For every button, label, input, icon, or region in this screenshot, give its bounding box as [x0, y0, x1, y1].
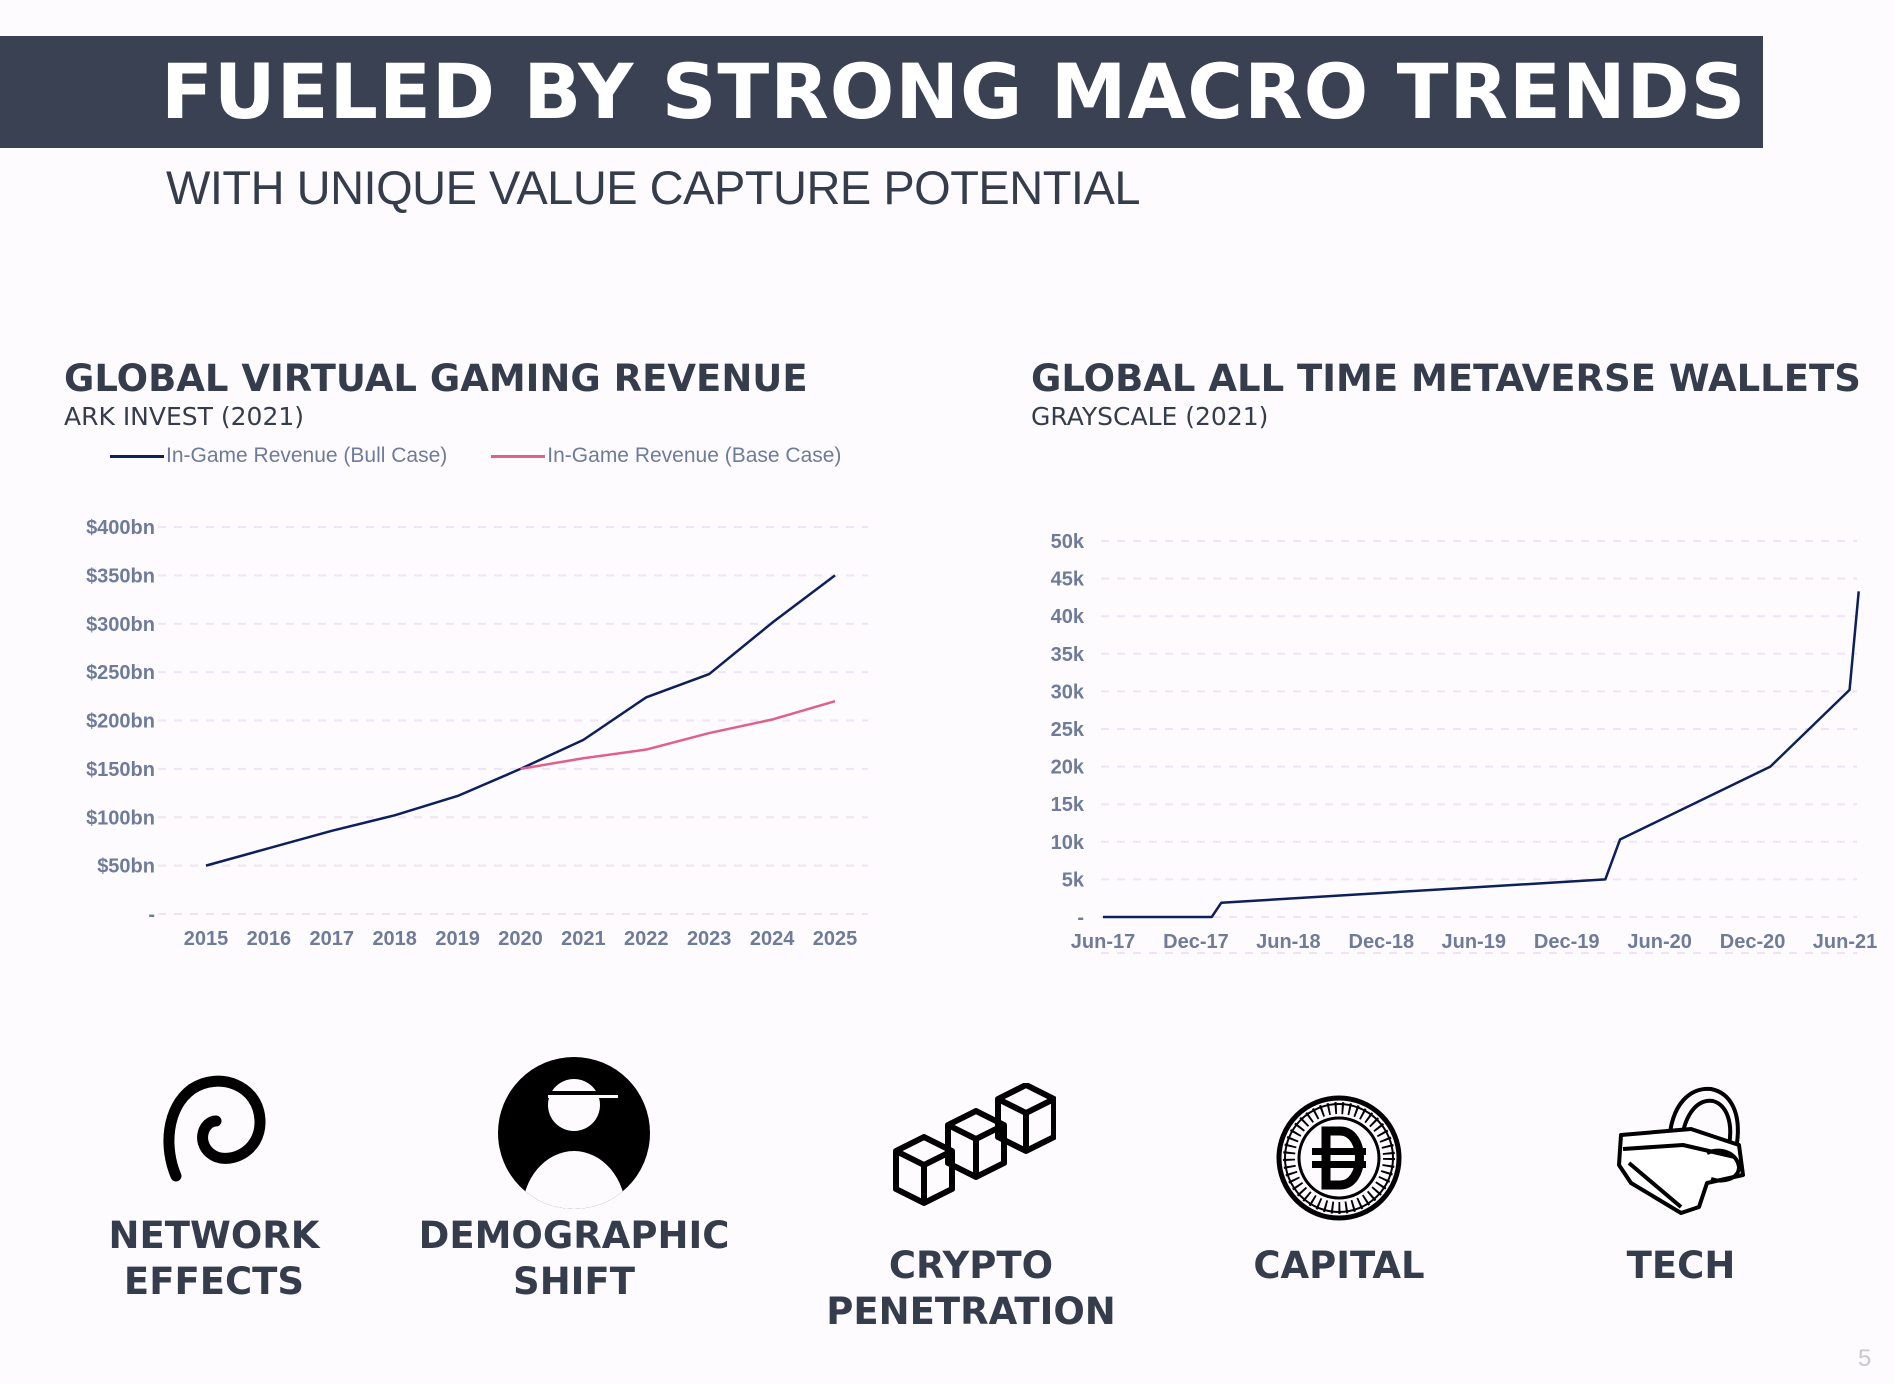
y-tick-label: 5k [1062, 869, 1085, 891]
page-subtitle: WITH UNIQUE VALUE CAPTURE POTENTIAL [166, 161, 1140, 214]
legend-swatch-base [491, 454, 546, 458]
header-bar [0, 36, 1763, 148]
trend-label: CRYPTO PENETRATION [801, 1243, 1141, 1335]
trend-label: CAPITAL [1169, 1243, 1509, 1289]
gaming-revenue-chart: - $50bn $100bn $150bn $200bn $250bn $300bn $350… [86, 517, 868, 950]
x-tick-label: Dec-19 [1534, 931, 1600, 953]
y-tick-label: 25k [1051, 719, 1085, 741]
chart-source-gaming-revenue: ARK INVEST (2021) [64, 402, 305, 431]
page-title: FUELED BY STRONG MACRO TRENDS [161, 47, 1747, 136]
metaverse-wallets-chart: - 5k 10k 15k 20k 25k 30k 35k 40k 45k 50k Jun-17 Dec-… [1051, 531, 1877, 954]
trend-label-line1: CAPITAL [1253, 1244, 1425, 1287]
trend-label-line1: CRYPTO [888, 1244, 1054, 1287]
trend-tech: TECH [1511, 1083, 1851, 1287]
chart-source-metaverse-wallets: GRAYSCALE (2021) [1031, 402, 1269, 431]
spiral-icon [163, 1075, 266, 1182]
series-line-wallets [1103, 591, 1860, 919]
x-tick-label: Dec-17 [1163, 931, 1229, 953]
page-number: 5 [1858, 1345, 1872, 1372]
trend-label-line2: EFFECTS [123, 1260, 305, 1303]
blockchain-cubes-icon [893, 1082, 1057, 1206]
trend-label: NETWORK EFFECTS [44, 1213, 384, 1305]
y-tick-label: 20k [1051, 757, 1085, 779]
legend-label-bull: In-Game Revenue (Bull Case) [166, 444, 448, 467]
legend-label-base: In-Game Revenue (Base Case) [547, 444, 842, 467]
trend-label: DEMOGRAPHIC SHIFT [404, 1213, 744, 1305]
trend-label-line2: PENETRATION [826, 1290, 1116, 1333]
trend-capital: CAPITAL [1169, 1093, 1509, 1287]
x-tick-label: Jun-20 [1627, 931, 1691, 953]
y-tick-label: $50bn [97, 856, 155, 878]
x-tick-label: 2021 [561, 928, 606, 950]
x-tick-label: Dec-18 [1349, 931, 1415, 953]
x-tick-label: Jun-17 [1071, 931, 1135, 953]
y-tick-label: 40k [1051, 606, 1085, 628]
x-tick-label: 2017 [310, 928, 355, 950]
x-tick-label: Dec-20 [1720, 931, 1786, 953]
legend-swatch-bull [110, 454, 164, 458]
legend-item-bull: In-Game Revenue (Bull Case) [110, 444, 447, 468]
chart-title-metaverse-wallets: GLOBAL ALL TIME METAVERSE WALLETS [1031, 357, 1861, 400]
x-tick-label: 2015 [184, 928, 229, 950]
y-tick-label: 30k [1051, 681, 1085, 703]
y-tick-label: $350bn [86, 565, 155, 587]
x-tick-label: 2019 [435, 928, 480, 950]
trend-label-line1: DEMOGRAPHIC [418, 1214, 730, 1257]
vr-headset-icon [1617, 1086, 1745, 1215]
trend-network-effects: NETWORK EFFECTS [44, 1063, 384, 1303]
y-tick-label: 35k [1051, 644, 1085, 666]
x-tick-label: Jun-18 [1256, 931, 1320, 953]
y-tick-label: 50k [1051, 531, 1085, 553]
series-line-base-case [520, 699, 836, 771]
y-tick-label: 10k [1051, 832, 1085, 854]
trend-demographic-shift: DEMOGRAPHIC SHIFT [404, 1053, 744, 1303]
y-tick-label: 15k [1051, 794, 1085, 816]
x-tick-label: 2020 [498, 928, 543, 950]
trend-crypto-penetration: CRYPTO PENETRATION [801, 1082, 1141, 1333]
chart-legend: In-Game Revenue (Bull Case) In-Game Reve… [110, 444, 841, 468]
crypto-coin-icon [1276, 1095, 1402, 1221]
y-tick-label: 45k [1051, 569, 1085, 591]
y-tick-label: - [1077, 907, 1084, 929]
chart-title-gaming-revenue: GLOBAL VIRTUAL GAMING REVENUE [64, 357, 808, 400]
x-tick-label: 2024 [750, 928, 795, 950]
trend-label-line1: NETWORK [108, 1214, 320, 1257]
y-tick-label: $200bn [86, 711, 155, 733]
legend-item-base: In-Game Revenue (Base Case) [491, 444, 841, 468]
y-tick-label: - [148, 904, 155, 926]
x-tick-label: Jun-19 [1442, 931, 1506, 953]
x-tick-label: 2023 [687, 928, 732, 950]
y-tick-label: $150bn [86, 759, 155, 781]
x-tick-label: Jun-21 [1813, 931, 1877, 953]
x-tick-label: 2022 [624, 928, 669, 950]
trend-label-line2: SHIFT [513, 1260, 635, 1303]
x-tick-label: 2018 [372, 928, 417, 950]
x-tick-label: 2016 [247, 928, 292, 950]
y-tick-label: $250bn [86, 662, 155, 684]
trend-label: TECH [1511, 1243, 1851, 1289]
y-tick-label: $300bn [86, 614, 155, 636]
y-tick-label: $100bn [86, 807, 155, 829]
person-icon [498, 1057, 650, 1209]
y-tick-label: $400bn [86, 517, 155, 539]
x-tick-label: 2025 [813, 928, 858, 950]
trend-label-line1: TECH [1626, 1244, 1736, 1287]
